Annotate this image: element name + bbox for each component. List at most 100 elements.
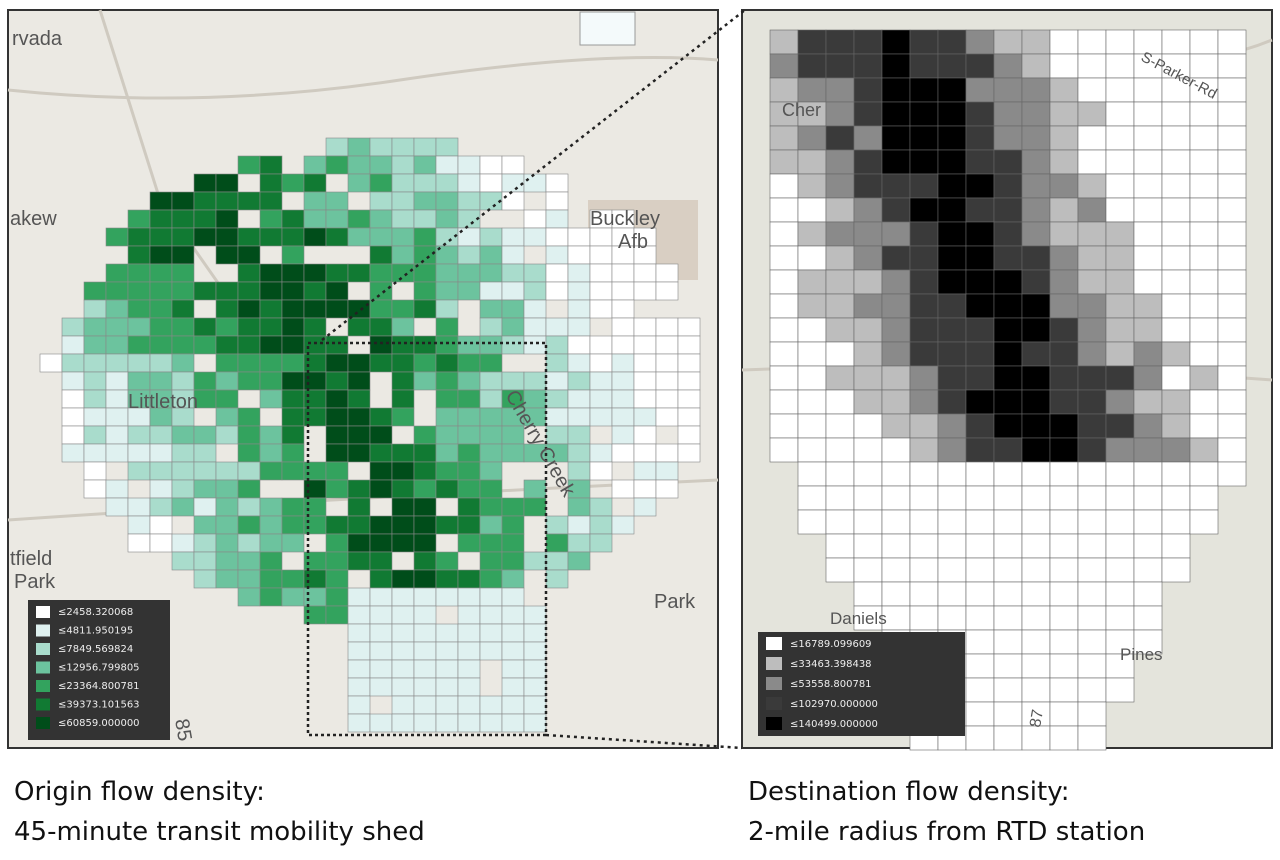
tract [965,389,995,415]
tract [303,191,327,211]
tract [853,53,883,79]
tract [237,461,261,481]
tract [1021,413,1051,439]
tract [1105,557,1135,583]
tract [171,533,195,553]
tract [149,263,173,283]
tract [303,209,327,229]
left-tracts [39,137,701,733]
tract [1049,293,1079,319]
tract [1049,677,1079,703]
tract [1105,149,1135,175]
tract [479,497,503,517]
tract [369,335,393,355]
tract [965,77,995,103]
tract [259,317,283,337]
tract [105,479,129,499]
tract [281,353,305,373]
tract [1021,485,1051,511]
tract [237,497,261,517]
tract [567,281,591,301]
tract [303,461,327,481]
tract [1021,221,1051,247]
tract [1049,557,1079,583]
tract [237,587,261,607]
tract [853,245,883,271]
tract [479,227,503,247]
tract [1105,101,1135,127]
tract [797,365,827,391]
tract [259,569,283,589]
tract [479,281,503,301]
tract [347,659,371,679]
tract [1105,221,1135,247]
tract [171,335,195,355]
tract [369,605,393,625]
tract [909,77,939,103]
tract [853,101,883,127]
tract [797,509,827,535]
tract [1049,605,1079,631]
tract [457,623,481,643]
tract [347,515,371,535]
tract [457,389,481,409]
tract [853,269,883,295]
tract [369,227,393,247]
place-label: Park [654,591,696,613]
tract [149,479,173,499]
tract [457,245,481,265]
tract [633,263,657,283]
place-label: Park [14,571,56,593]
tract [545,227,569,247]
tract [457,353,481,373]
tract [1105,581,1135,607]
tract [1077,149,1107,175]
tract [567,245,591,265]
tract [909,365,939,391]
place-label: Cher [782,100,821,120]
tract [825,413,855,439]
tract [1189,461,1219,487]
tract [259,209,283,229]
tract [993,389,1023,415]
tract [1049,269,1079,295]
tract [171,551,195,571]
tract [909,461,939,487]
right-legend [758,632,965,736]
tract [127,353,151,373]
tract [127,497,151,517]
tract [413,281,437,301]
tract [965,245,995,271]
tract [369,353,393,373]
tract [303,389,327,409]
tract [501,263,525,283]
tract [881,29,911,55]
tract [501,515,525,535]
tract [523,677,547,697]
tract [259,299,283,319]
tract [825,365,855,391]
tract [993,317,1023,343]
tract [171,317,195,337]
tract [1049,53,1079,79]
caption: Origin flow density: [14,777,265,807]
tract [479,407,503,427]
tract [171,245,195,265]
tract [457,677,481,697]
tract [215,317,239,337]
tract [479,695,503,715]
tract [1077,365,1107,391]
tract [655,461,679,481]
tract [825,77,855,103]
tract [83,371,107,391]
tract [611,389,635,409]
tract [171,371,195,391]
tract [1105,437,1135,463]
tract [237,515,261,535]
tract [545,353,569,373]
tract [501,317,525,337]
tract [523,317,547,337]
tract [993,173,1023,199]
tract [149,245,173,265]
tract [479,623,503,643]
